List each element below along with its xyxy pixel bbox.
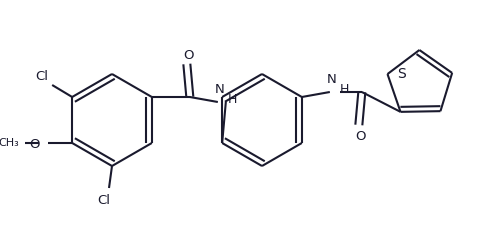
Text: O: O <box>183 49 194 62</box>
Text: S: S <box>397 66 406 81</box>
Text: H: H <box>339 83 348 96</box>
Text: Cl: Cl <box>36 70 48 83</box>
Text: CH₃: CH₃ <box>0 138 19 148</box>
Text: H: H <box>227 93 237 106</box>
Text: N: N <box>326 73 336 86</box>
Text: N: N <box>214 83 224 96</box>
Text: O: O <box>355 130 365 143</box>
Text: Cl: Cl <box>97 194 110 207</box>
Text: O: O <box>30 138 40 151</box>
